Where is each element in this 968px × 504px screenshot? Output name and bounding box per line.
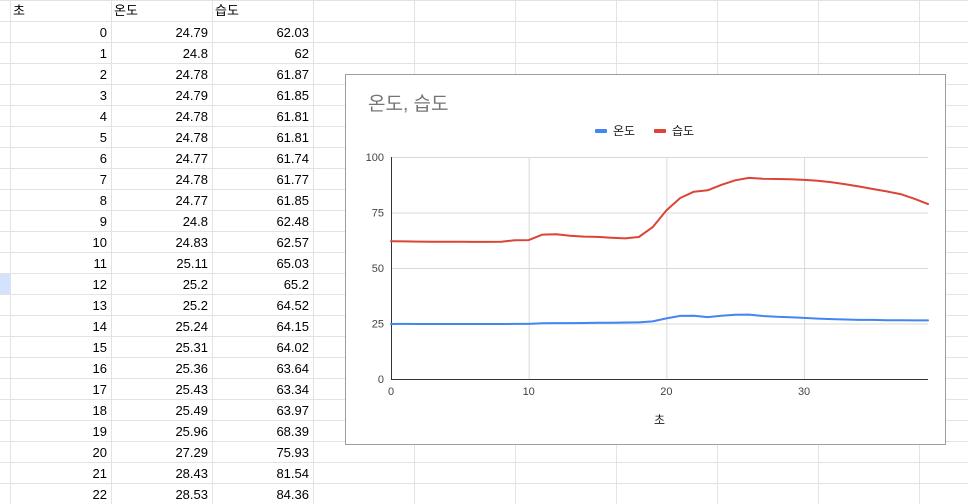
data-cell[interactable]: 65.03 xyxy=(276,256,309,271)
column-header-cell[interactable]: 초 xyxy=(13,3,25,18)
data-cell[interactable]: 61.87 xyxy=(276,67,309,82)
data-cell[interactable]: 24.78 xyxy=(175,172,208,187)
data-cell[interactable]: 61.74 xyxy=(276,151,309,166)
data-cell[interactable]: 6 xyxy=(100,151,107,166)
data-cell[interactable]: 24.78 xyxy=(175,67,208,82)
data-cell[interactable]: 63.34 xyxy=(276,382,309,397)
data-cell[interactable]: 27.29 xyxy=(175,445,208,460)
data-cell[interactable]: 28.53 xyxy=(175,487,208,502)
data-cell[interactable]: 65.2 xyxy=(284,277,309,292)
data-cell[interactable]: 25.11 xyxy=(176,256,208,271)
x-tick-label: 10 xyxy=(523,386,535,398)
data-cell[interactable]: 15 xyxy=(93,340,107,355)
legend-swatch xyxy=(654,129,666,133)
data-cell[interactable]: 16 xyxy=(93,361,107,376)
y-tick-label: 50 xyxy=(372,263,384,275)
series-line xyxy=(390,313,929,325)
data-cell[interactable]: 64.15 xyxy=(276,319,309,334)
data-cell[interactable]: 12 xyxy=(93,277,107,292)
legend-swatch xyxy=(595,129,607,133)
data-cell[interactable]: 24.77 xyxy=(175,193,208,208)
data-cell[interactable]: 61.77 xyxy=(276,172,309,187)
data-cell[interactable]: 1 xyxy=(100,46,107,61)
data-cell[interactable]: 68.39 xyxy=(276,424,309,439)
data-cell[interactable]: 25.2 xyxy=(183,298,208,313)
x-tick-label: 30 xyxy=(798,386,810,398)
y-tick-label: 25 xyxy=(372,319,384,331)
data-cell[interactable]: 64.02 xyxy=(276,340,309,355)
data-cell[interactable]: 25.31 xyxy=(175,340,208,355)
column-header-cell[interactable]: 온도 xyxy=(114,3,138,18)
data-cell[interactable]: 13 xyxy=(93,298,107,313)
data-cell[interactable]: 61.81 xyxy=(276,130,309,145)
data-cell[interactable]: 0 xyxy=(100,25,107,40)
x-tick-label: 20 xyxy=(660,386,672,398)
data-cell[interactable]: 62.57 xyxy=(276,235,309,250)
data-cell[interactable]: 10 xyxy=(93,235,107,250)
data-cell[interactable]: 5 xyxy=(100,130,107,145)
data-cell[interactable]: 62.03 xyxy=(276,25,309,40)
series-line xyxy=(390,176,929,243)
data-cell[interactable]: 9 xyxy=(100,214,107,229)
data-cell[interactable]: 25.24 xyxy=(175,319,208,334)
data-cell[interactable]: 24.8 xyxy=(183,214,208,229)
data-cell[interactable]: 24.79 xyxy=(175,25,208,40)
data-cell[interactable]: 11 xyxy=(94,256,108,271)
data-cell[interactable]: 3 xyxy=(100,88,107,103)
data-cell[interactable]: 24.78 xyxy=(175,109,208,124)
data-cell[interactable]: 24.77 xyxy=(175,151,208,166)
data-cell[interactable]: 25.49 xyxy=(175,403,208,418)
data-cell[interactable]: 25.2 xyxy=(183,277,208,292)
data-cell[interactable]: 61.85 xyxy=(276,193,309,208)
data-cell[interactable]: 25.96 xyxy=(175,424,208,439)
legend-label: 온도 xyxy=(613,124,635,138)
data-cell[interactable]: 14 xyxy=(93,319,107,334)
y-tick-label: 75 xyxy=(372,208,384,220)
data-cell[interactable]: 63.97 xyxy=(276,403,309,418)
x-axis-label: 초 xyxy=(654,413,665,427)
data-cell[interactable]: 64.52 xyxy=(276,298,309,313)
data-cell[interactable]: 24.78 xyxy=(175,130,208,145)
data-cell[interactable]: 62 xyxy=(295,46,309,61)
data-cell[interactable]: 24.79 xyxy=(175,88,208,103)
data-cell[interactable]: 81.54 xyxy=(276,466,309,481)
data-cell[interactable]: 61.81 xyxy=(276,109,309,124)
data-cell[interactable]: 2 xyxy=(100,67,107,82)
data-cell[interactable]: 20 xyxy=(93,445,107,460)
chart-title: 온도, 습도 xyxy=(368,93,448,115)
data-cell[interactable]: 4 xyxy=(100,109,107,124)
data-cell[interactable]: 62.48 xyxy=(276,214,309,229)
x-tick-label: 0 xyxy=(388,386,394,398)
data-cell[interactable]: 25.43 xyxy=(175,382,208,397)
legend-label: 습도 xyxy=(672,124,694,138)
data-cell[interactable]: 18 xyxy=(93,403,107,418)
data-cell[interactable]: 7 xyxy=(100,172,107,187)
data-cell[interactable]: 28.43 xyxy=(175,466,208,481)
data-cell[interactable]: 22 xyxy=(93,487,107,502)
data-cell[interactable]: 25.36 xyxy=(175,361,208,376)
selected-row-marker xyxy=(0,273,10,294)
y-tick-label: 0 xyxy=(378,374,384,386)
data-cell[interactable]: 21 xyxy=(93,466,107,481)
data-cell[interactable]: 84.36 xyxy=(276,487,309,502)
data-cell[interactable]: 19 xyxy=(93,424,107,439)
column-header-cell[interactable]: 습도 xyxy=(215,3,239,18)
data-cell[interactable]: 8 xyxy=(100,193,107,208)
data-cell[interactable]: 75.93 xyxy=(276,445,309,460)
data-cell[interactable]: 61.85 xyxy=(276,88,309,103)
data-cell[interactable]: 24.8 xyxy=(183,46,208,61)
y-tick-label: 100 xyxy=(366,152,384,164)
data-cell[interactable]: 24.83 xyxy=(175,235,208,250)
data-cell[interactable]: 63.64 xyxy=(276,361,309,376)
data-cell[interactable]: 17 xyxy=(93,382,107,397)
